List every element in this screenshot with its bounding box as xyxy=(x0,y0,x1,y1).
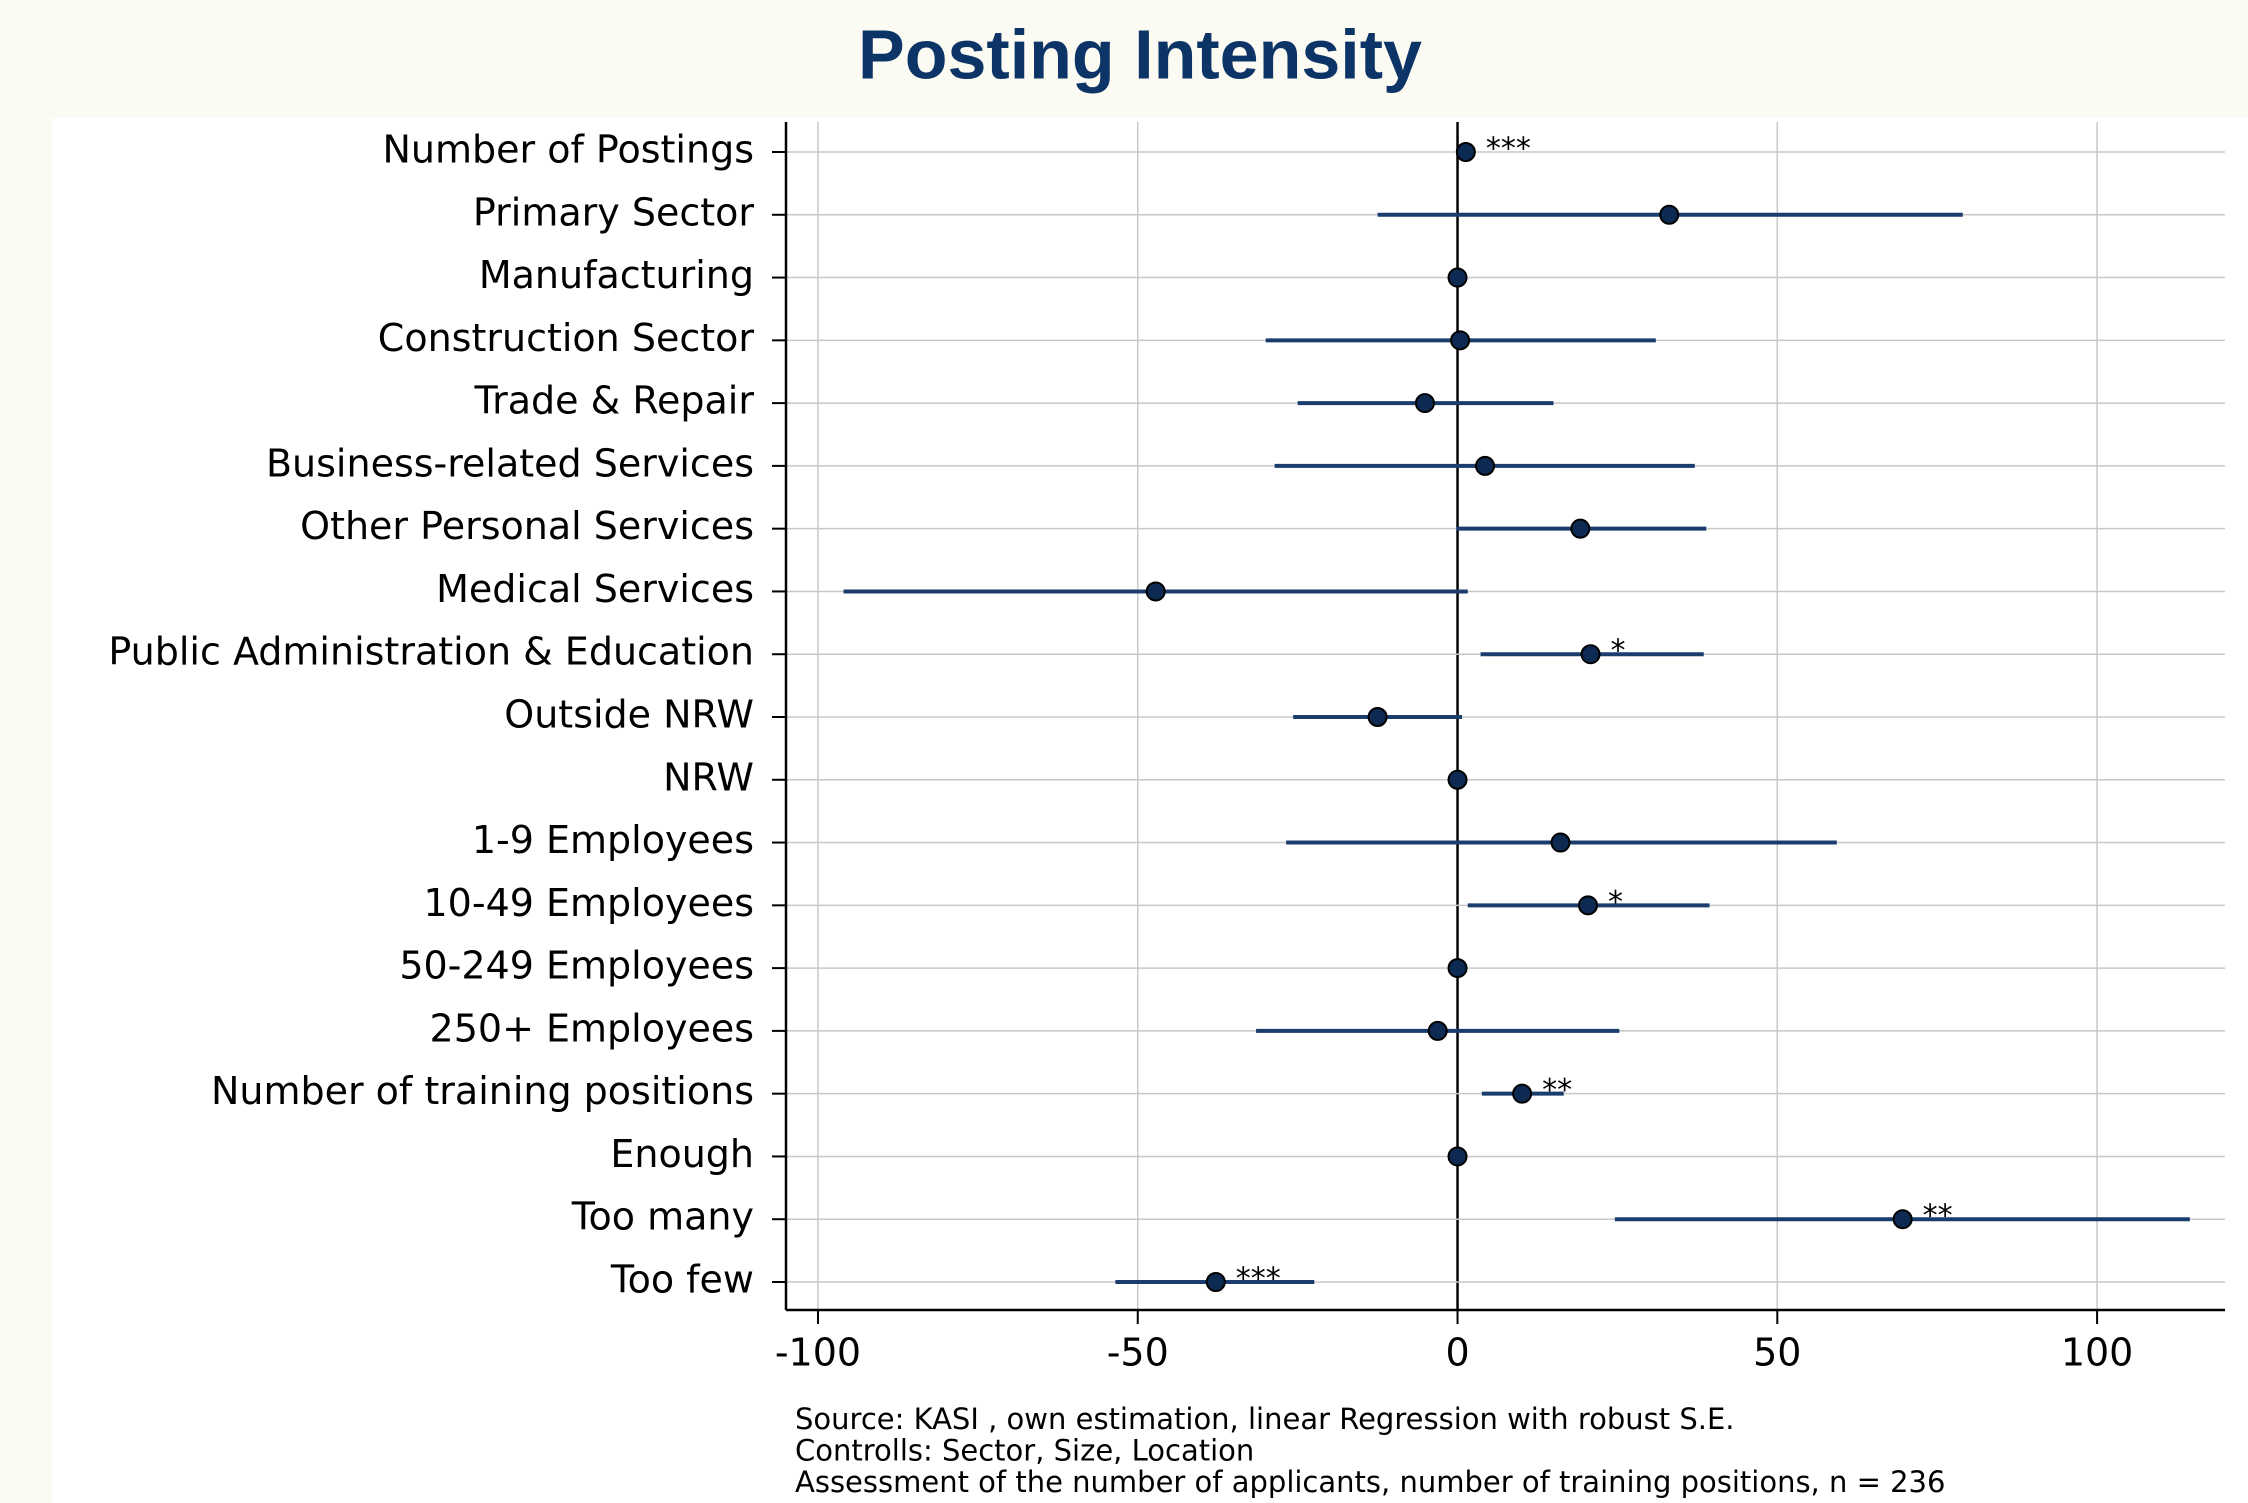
point xyxy=(1550,832,1571,853)
point xyxy=(1447,267,1468,288)
y-tick-label: Construction Sector xyxy=(378,316,755,360)
significance-label: ** xyxy=(1542,1073,1572,1108)
point xyxy=(1447,1146,1468,1167)
significance-label: ** xyxy=(1923,1199,1953,1234)
point xyxy=(1414,393,1435,414)
y-tick-label: 1-9 Employees xyxy=(472,818,754,862)
point xyxy=(1659,204,1680,225)
y-tick-label: 250+ Employees xyxy=(430,1006,754,1050)
y-tick-label: Outside NRW xyxy=(504,693,754,737)
point xyxy=(1205,1272,1226,1292)
point xyxy=(1145,581,1166,602)
point xyxy=(1367,707,1388,727)
point xyxy=(1570,518,1591,539)
x-tick-label: 50 xyxy=(1753,1331,1801,1375)
y-tick-label: Public Administration & Education xyxy=(108,630,754,674)
point xyxy=(1450,330,1471,351)
y-tick-label: Number of Postings xyxy=(382,128,754,172)
significance-label: *** xyxy=(1236,1262,1281,1297)
significance-label: *** xyxy=(1486,132,1531,167)
x-tick-label: -50 xyxy=(1107,1331,1169,1375)
point xyxy=(1447,769,1468,790)
y-tick-label: 50-249 Employees xyxy=(399,944,754,988)
point xyxy=(1475,455,1496,476)
note: Assessment of the number of applicants, … xyxy=(795,1465,1945,1499)
y-tick-label: Business-related Services xyxy=(266,441,754,485)
significance-label: * xyxy=(1608,885,1623,920)
significance-label: * xyxy=(1611,634,1626,669)
y-tick-label: NRW xyxy=(663,755,754,799)
y-tick-label: Number of training positions xyxy=(211,1069,754,1113)
point xyxy=(1892,1209,1913,1230)
y-tick-label: Too few xyxy=(610,1258,754,1302)
x-tick-label: -100 xyxy=(775,1331,861,1375)
point xyxy=(1512,1083,1533,1104)
plot-panel xyxy=(52,118,2248,1503)
chart-title: Posting Intensity xyxy=(858,15,1422,93)
point xyxy=(1578,895,1599,916)
point xyxy=(1455,142,1476,162)
point xyxy=(1580,644,1601,665)
point xyxy=(1427,1020,1448,1041)
note: Source: KASI , own estimation, linear Re… xyxy=(795,1402,1735,1436)
point xyxy=(1447,958,1468,979)
note: Controlls: Sector, Size, Location xyxy=(795,1434,1254,1468)
y-tick-label: Other Personal Services xyxy=(300,504,754,548)
y-tick-label: Primary Sector xyxy=(473,190,754,234)
y-tick-label: Trade & Repair xyxy=(474,379,755,423)
y-tick-label: 10-49 Employees xyxy=(424,881,755,925)
x-tick-label: 0 xyxy=(1445,1331,1469,1375)
y-tick-label: Too many xyxy=(571,1195,754,1239)
y-tick-label: Enough xyxy=(610,1132,754,1176)
x-tick-label: 100 xyxy=(2061,1331,2134,1375)
y-tick-label: Medical Services xyxy=(436,567,754,611)
y-tick-label: Manufacturing xyxy=(479,253,754,297)
